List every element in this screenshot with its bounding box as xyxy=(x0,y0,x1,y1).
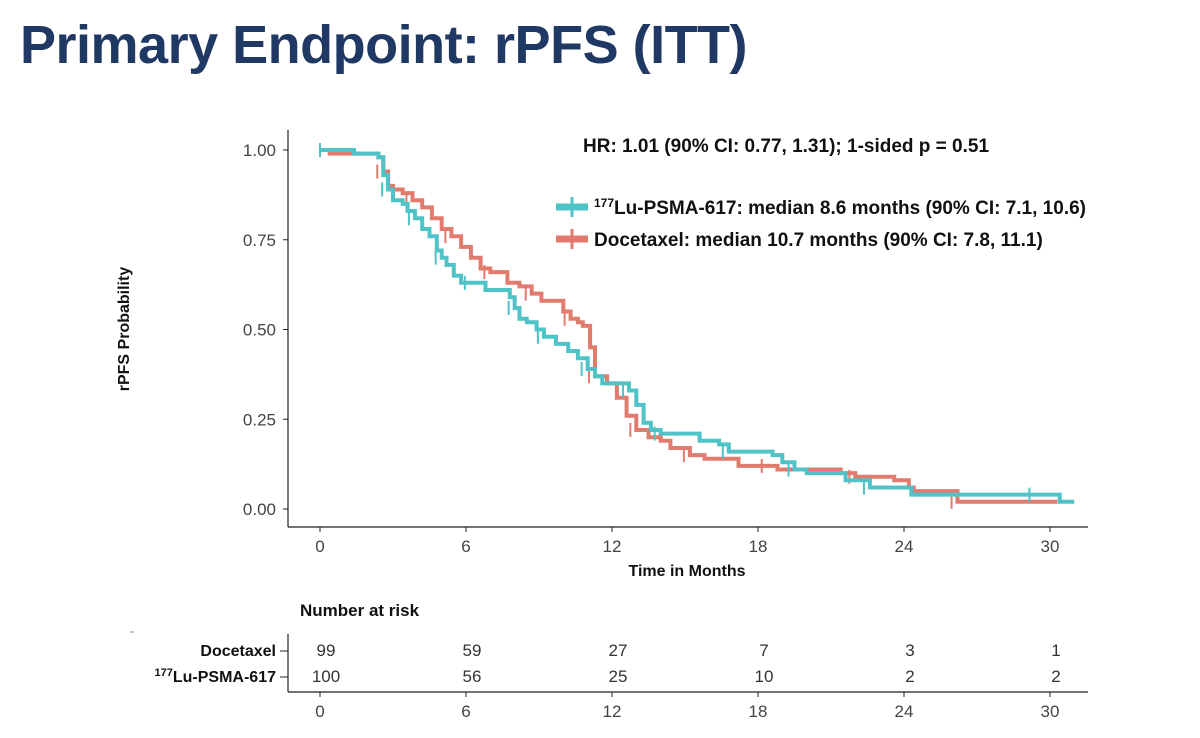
risk-x-tick-label: 0 xyxy=(315,702,324,721)
axes: 0.00 0.25 0.50 0.75 1.00 0 6 12 18 24 30 Time in Mo… xyxy=(116,130,1088,580)
y-tick-label: 1.00 xyxy=(243,141,276,160)
risk-value: 27 xyxy=(609,641,628,660)
y-tick-label: 0.00 xyxy=(243,500,276,519)
legend-label-lu: 177Lu-PSMA-617: median 8.6 months (90% C… xyxy=(594,196,1086,219)
y-tick-label: 0.25 xyxy=(243,410,276,429)
y-tick-label: 0.75 xyxy=(243,231,276,250)
risk-row-label-lu-text: Lu-PSMA-617 xyxy=(173,669,276,686)
x-tick-label: 0 xyxy=(315,537,324,556)
legend-label-lu-text: Lu-PSMA-617: median 8.6 months (90% CI: … xyxy=(614,198,1086,219)
risk-value: 56 xyxy=(463,667,482,686)
risk-value: 2 xyxy=(1051,667,1060,686)
risk-table: Number at risk Docetaxel 177Lu-PSMA-617 … xyxy=(130,601,1088,721)
risk-x-tick-label: 24 xyxy=(895,702,914,721)
risk-row-label-docetaxel: Docetaxel xyxy=(200,643,276,660)
legend-item-docetaxel: Docetaxel: median 10.7 months (90% CI: 7… xyxy=(556,229,1043,251)
hr-annotation: HR: 1.01 (90% CI: 0.77, 1.31); 1-sided p… xyxy=(583,136,989,157)
legend-label-lu-sup: 177 xyxy=(594,196,614,210)
legend-item-lu: 177Lu-PSMA-617: median 8.6 months (90% C… xyxy=(556,196,1086,219)
risk-table-title: Number at risk xyxy=(300,601,420,620)
x-tick-label: 24 xyxy=(895,537,914,556)
risk-row-label-lu-sup: 177 xyxy=(155,667,173,679)
risk-value: 100 xyxy=(312,667,340,686)
y-tick-label: 0.50 xyxy=(243,321,276,340)
legend: 177Lu-PSMA-617: median 8.6 months (90% C… xyxy=(556,196,1086,251)
x-tick-label: 6 xyxy=(461,537,470,556)
y-axis-title: rPFS Probability xyxy=(116,267,133,392)
x-tick-label: 18 xyxy=(749,537,768,556)
page-title: Primary Endpoint: rPFS (ITT) xyxy=(20,15,748,75)
legend-label-docetaxel: Docetaxel: median 10.7 months (90% CI: 7… xyxy=(594,230,1043,251)
risk-value: 2 xyxy=(905,667,914,686)
x-tick-label: 30 xyxy=(1041,537,1060,556)
risk-value: 99 xyxy=(317,641,336,660)
risk-x-tick-label: 12 xyxy=(603,702,622,721)
risk-value: 10 xyxy=(755,667,774,686)
x-tick-label: 12 xyxy=(603,537,622,556)
risk-value: 25 xyxy=(609,667,628,686)
risk-x-tick-label: 18 xyxy=(749,702,768,721)
survival-curves xyxy=(319,143,1075,509)
survival-curve-docetaxel xyxy=(320,148,1058,504)
risk-x-tick-label: 6 xyxy=(461,702,470,721)
risk-value: 59 xyxy=(463,641,482,660)
risk-row-label-lu: 177Lu-PSMA-617 xyxy=(155,667,277,686)
risk-value: 7 xyxy=(759,641,768,660)
risk-value: 3 xyxy=(905,641,914,660)
risk-value: 1 xyxy=(1051,641,1060,660)
x-axis-title: Time in Months xyxy=(628,563,745,580)
risk-x-tick-label: 30 xyxy=(1041,702,1060,721)
survival-curve-lu xyxy=(320,148,1075,504)
